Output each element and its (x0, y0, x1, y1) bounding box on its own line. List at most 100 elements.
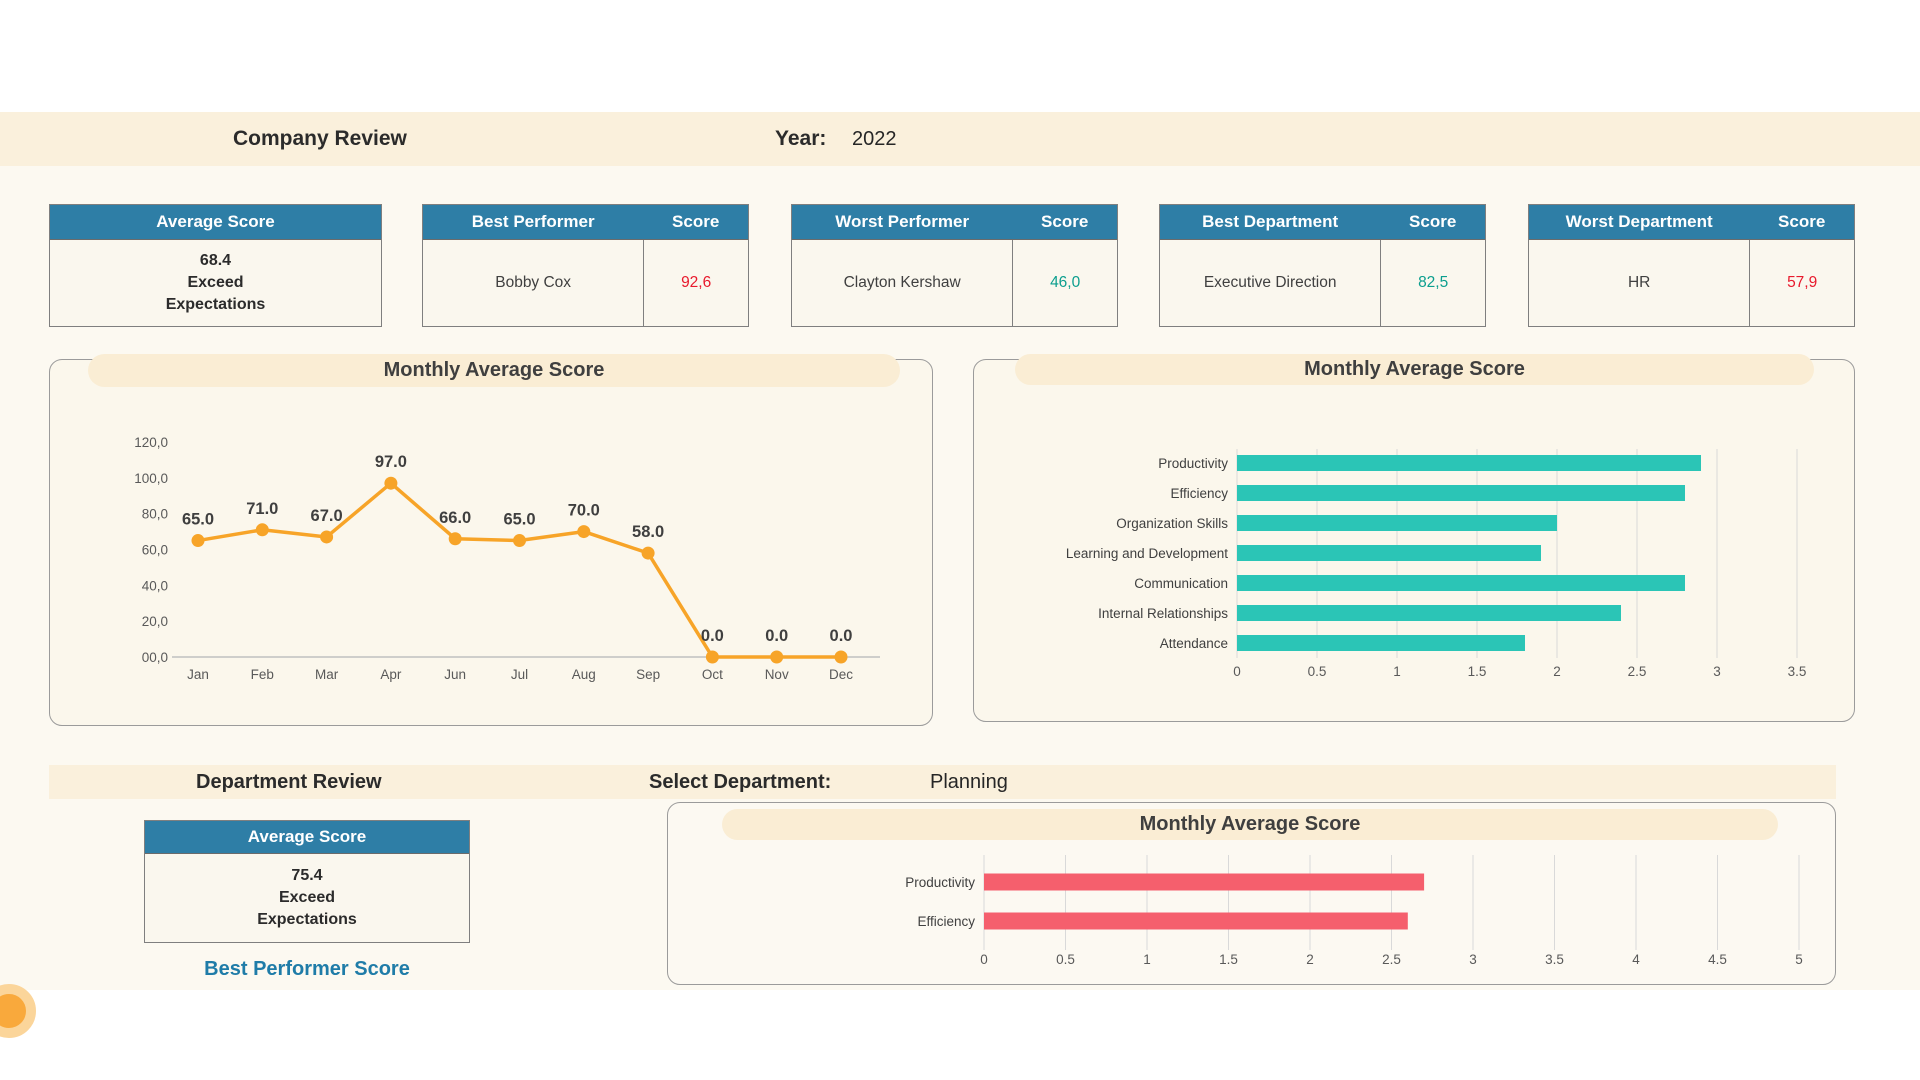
data-label: 58.0 (632, 523, 664, 541)
year-value[interactable]: 2022 (852, 127, 897, 150)
x-tick-label: Feb (251, 667, 274, 682)
worst-department-score: 57,9 (1749, 240, 1854, 326)
department-average-score-title: Average Score (247, 827, 367, 846)
worst-department-title: Worst Department (1565, 212, 1713, 231)
bar-efficiency (984, 912, 1408, 930)
best-department-card-header: Best Department Score (1160, 205, 1485, 240)
data-point-jan (191, 534, 205, 548)
x-tick-label: 0 (1233, 664, 1241, 679)
x-tick-label: 5 (1795, 952, 1803, 967)
x-tick-label: Jul (511, 667, 528, 682)
category-label: Productivity (1158, 456, 1228, 471)
data-label: 70.0 (568, 502, 600, 520)
average-score-card-header: Average Score (50, 205, 381, 240)
x-tick-label: Apr (380, 667, 402, 682)
monthly-line-chart: 120,0 100,0 80,0 60,0 40,0 20,0 00,0 65.0 Jan 71.… (134, 435, 880, 682)
x-tick-label: Dec (829, 667, 853, 682)
worst-department-card-header: Worst Department Score (1529, 205, 1854, 240)
department-average-score-header: Average Score (145, 821, 469, 854)
data-point-sep (641, 546, 655, 560)
data-label: 65.0 (503, 511, 535, 529)
company-bar-chart-card (973, 359, 1855, 722)
x-tick-label: Sep (636, 667, 660, 682)
average-score-value: 68.4 (199, 252, 232, 269)
bar-organization-skills (1237, 515, 1557, 531)
department-review-band (49, 765, 1836, 799)
data-point-mar (320, 530, 334, 544)
y-tick-label: 00,0 (142, 650, 168, 665)
data-point-aug (577, 525, 591, 539)
worst-department-score-title: Score (1778, 212, 1826, 231)
x-tick-label: 2 (1306, 952, 1314, 967)
average-score-body: 68.4 Exceed Expectations (50, 240, 381, 326)
x-tick-label: 3 (1469, 952, 1477, 967)
data-label: 65.0 (182, 511, 214, 529)
x-tick-label: 1.5 (1219, 952, 1238, 967)
x-tick-label: 1 (1393, 664, 1401, 679)
department-average-score-rating: Exceed Expectations (257, 889, 357, 928)
best-performer-card: Best Performer Score Bobby Cox 92,6 (422, 204, 749, 327)
best-department-card: Best Department Score Executive Directio… (1159, 204, 1486, 327)
worst-performer-title: Worst Performer (835, 212, 970, 231)
x-tick-label: 3.5 (1788, 664, 1807, 679)
category-label: Efficiency (917, 914, 975, 929)
department-average-score-body: 75.4 Exceed Expectations (145, 854, 469, 942)
data-point-oct (705, 650, 719, 664)
x-tick-label: Aug (572, 667, 596, 682)
best-department-score-title: Score (1409, 212, 1457, 231)
best-performer-score: 92,6 (643, 240, 748, 326)
average-score-title: Average Score (156, 212, 275, 231)
x-tick-label: 2.5 (1382, 952, 1401, 967)
average-score-card: Average Score 68.4 Exceed Expectations (49, 204, 382, 327)
worst-department-body: HR 57,9 (1529, 240, 1854, 326)
worst-department-name: HR (1627, 274, 1651, 291)
data-point-feb (255, 523, 269, 537)
x-tick-label: 2 (1553, 664, 1561, 679)
best-performer-card-header: Best Performer Score (423, 205, 748, 240)
category-label: Efficiency (1170, 486, 1228, 501)
y-tick-label: 40,0 (142, 578, 168, 593)
category-label: Organization Skills (1116, 516, 1228, 531)
company-bar-chart: 0 0.5 1 1.5 2 2.5 3 3.5 Productivity Efficiency Or… (1066, 449, 1807, 679)
worst-performer-card: Worst Performer Score Clayton Kershaw 46… (791, 204, 1118, 327)
best-department-title: Best Department (1202, 212, 1339, 231)
data-label: 66.0 (439, 509, 471, 527)
category-label: Learning and Development (1066, 546, 1228, 561)
data-label: 0.0 (701, 627, 724, 645)
bar-efficiency (1237, 485, 1685, 501)
data-point-jul (513, 534, 526, 548)
x-tick-label: 0.5 (1308, 664, 1327, 679)
data-point-apr (384, 476, 398, 490)
worst-performer-card-header: Worst Performer Score (792, 205, 1117, 240)
best-department-name: Executive Direction (1203, 274, 1337, 291)
y-tick-label: 120,0 (134, 435, 168, 450)
best-department-body: Executive Direction 82,5 (1160, 240, 1485, 326)
data-label: 71.0 (246, 500, 278, 518)
company-bar-chart-title: Monthly Average Score (1015, 354, 1814, 385)
worst-department-card: Worst Department Score HR 57,9 (1528, 204, 1855, 327)
data-label: 0.0 (830, 627, 853, 645)
best-performer-title: Best Performer (471, 212, 595, 231)
bar-productivity (984, 873, 1425, 891)
department-review-title: Department Review (196, 770, 382, 793)
decorative-corner-blob (0, 984, 36, 1038)
bar-productivity (1237, 455, 1701, 471)
data-label: 0.0 (765, 627, 788, 645)
select-department-value[interactable]: Planning (930, 770, 1008, 793)
category-label: Productivity (905, 875, 975, 890)
x-tick-label: 2.5 (1628, 664, 1647, 679)
bar-internal-relationships (1237, 605, 1621, 621)
category-label: Internal Relationships (1098, 606, 1228, 621)
worst-performer-score: 46,0 (1012, 240, 1117, 326)
category-label: Communication (1134, 576, 1228, 591)
data-label: 67.0 (311, 507, 343, 525)
x-tick-label: 4.5 (1708, 952, 1727, 967)
x-tick-label: 0 (980, 952, 988, 967)
x-tick-label: Nov (765, 667, 789, 682)
data-label: 97.0 (375, 453, 407, 471)
bar-attendance (1237, 635, 1525, 651)
department-average-score-card: Average Score 75.4 Exceed Expectations (144, 820, 470, 943)
department-average-score-value: 75.4 (291, 867, 323, 884)
bar-learning-and-development (1237, 545, 1541, 561)
data-point-nov (770, 650, 784, 664)
